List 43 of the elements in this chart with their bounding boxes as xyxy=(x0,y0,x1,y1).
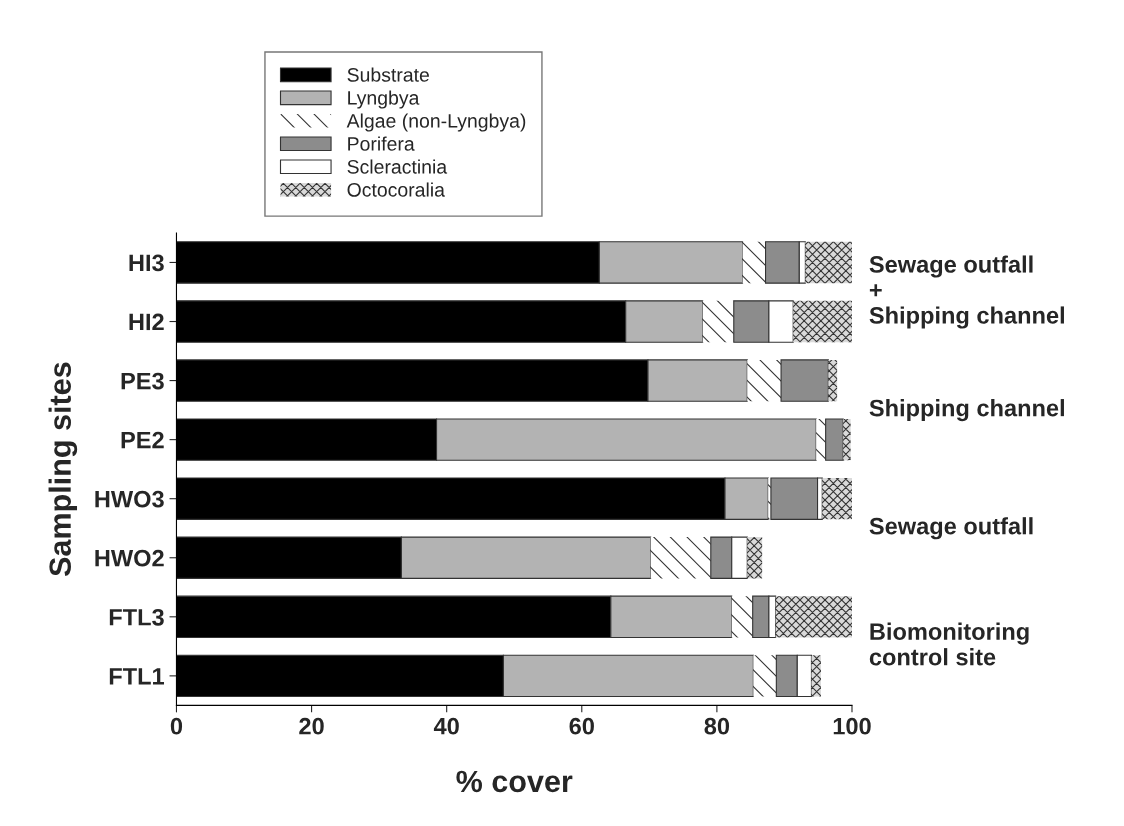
legend-label: Scleractinia xyxy=(347,159,448,174)
bar xyxy=(822,478,852,520)
legend-label: Porifera xyxy=(348,136,415,151)
bar xyxy=(780,359,829,402)
bar xyxy=(828,359,838,402)
bar xyxy=(843,418,851,461)
y-tick-label: HWO3 xyxy=(95,490,164,508)
x-tick-label: 100 xyxy=(833,717,871,735)
bar xyxy=(731,596,753,638)
y-tick-label: PE2 xyxy=(121,431,164,449)
legend-label: Substrate xyxy=(347,67,429,82)
text: Sewage outfall + Shipping channel xyxy=(869,255,1064,329)
y-tick-label: HI2 xyxy=(129,313,164,331)
bar xyxy=(650,537,711,579)
bar xyxy=(747,359,782,402)
x-axis-title: % cover xyxy=(456,770,573,793)
y-tick-label: FTL1 xyxy=(109,668,165,685)
y-tick-label: HI3 xyxy=(129,254,164,272)
bar xyxy=(793,300,852,343)
legend-label: Octocoralia xyxy=(347,182,445,197)
y-tick-label: PE3 xyxy=(121,372,164,390)
bar xyxy=(805,241,852,284)
bar xyxy=(811,655,821,697)
y-axis-title: Sampling sites xyxy=(48,362,78,577)
x-tick-label: 60 xyxy=(569,717,594,735)
bar xyxy=(742,241,766,284)
text: Shipping channel xyxy=(869,399,1064,422)
x-tick-label: 80 xyxy=(704,717,730,735)
bar xyxy=(825,418,844,461)
x-tick-label: 40 xyxy=(433,717,459,735)
bar xyxy=(702,300,734,343)
x-tick-label: 20 xyxy=(299,717,324,735)
text: Biomonitoring control site xyxy=(869,622,1029,666)
bar xyxy=(775,596,852,638)
y-tick-label: FTL3 xyxy=(109,608,164,626)
legend-label: Algae (non-Lyngbya) xyxy=(346,113,526,132)
bar xyxy=(816,418,826,461)
x-tick-label: 0 xyxy=(170,717,183,735)
bar xyxy=(747,537,763,579)
legend-label: Lyngbya xyxy=(348,90,420,109)
y-tick-label: HWO2 xyxy=(95,549,164,567)
bar xyxy=(753,655,777,697)
text: Sewage outfall xyxy=(869,517,1033,540)
